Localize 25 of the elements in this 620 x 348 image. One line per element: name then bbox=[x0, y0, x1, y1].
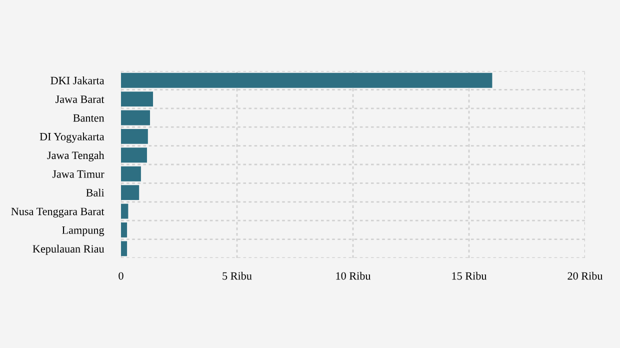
y-tick-label: Nusa Tenggara Barat bbox=[11, 208, 104, 218]
bar bbox=[121, 92, 154, 107]
bar bbox=[121, 148, 147, 163]
y-tick-label: Jawa Timur bbox=[52, 170, 104, 178]
bar bbox=[121, 185, 140, 200]
bar bbox=[121, 241, 128, 256]
y-tick-label: Jawa Tengah bbox=[47, 151, 104, 162]
y-tick-label: Lampung bbox=[62, 226, 104, 236]
bar bbox=[121, 222, 128, 238]
y-tick-label: DKI Jakarta bbox=[50, 76, 104, 84]
y-tick-label: Kepulauan Riau bbox=[32, 244, 104, 255]
x-tick-label: 0 bbox=[118, 272, 124, 280]
y-tick-label: Bali bbox=[86, 188, 104, 197]
y-tick-label: DI Yogyakarta bbox=[40, 132, 104, 143]
bar bbox=[121, 72, 492, 88]
y-tick-label: Jawa Barat bbox=[56, 96, 104, 104]
x-tick-label: 15 Ribu bbox=[452, 272, 487, 280]
bar bbox=[121, 128, 148, 144]
y-tick-label: Banten bbox=[73, 114, 104, 122]
x-tick-label: 20 Ribu bbox=[568, 272, 603, 280]
bar bbox=[121, 110, 150, 126]
x-tick-label: 10 Ribu bbox=[336, 272, 371, 280]
x-tick-label: 5 Ribu bbox=[222, 272, 252, 280]
bar bbox=[121, 204, 128, 219]
bar bbox=[121, 166, 141, 182]
